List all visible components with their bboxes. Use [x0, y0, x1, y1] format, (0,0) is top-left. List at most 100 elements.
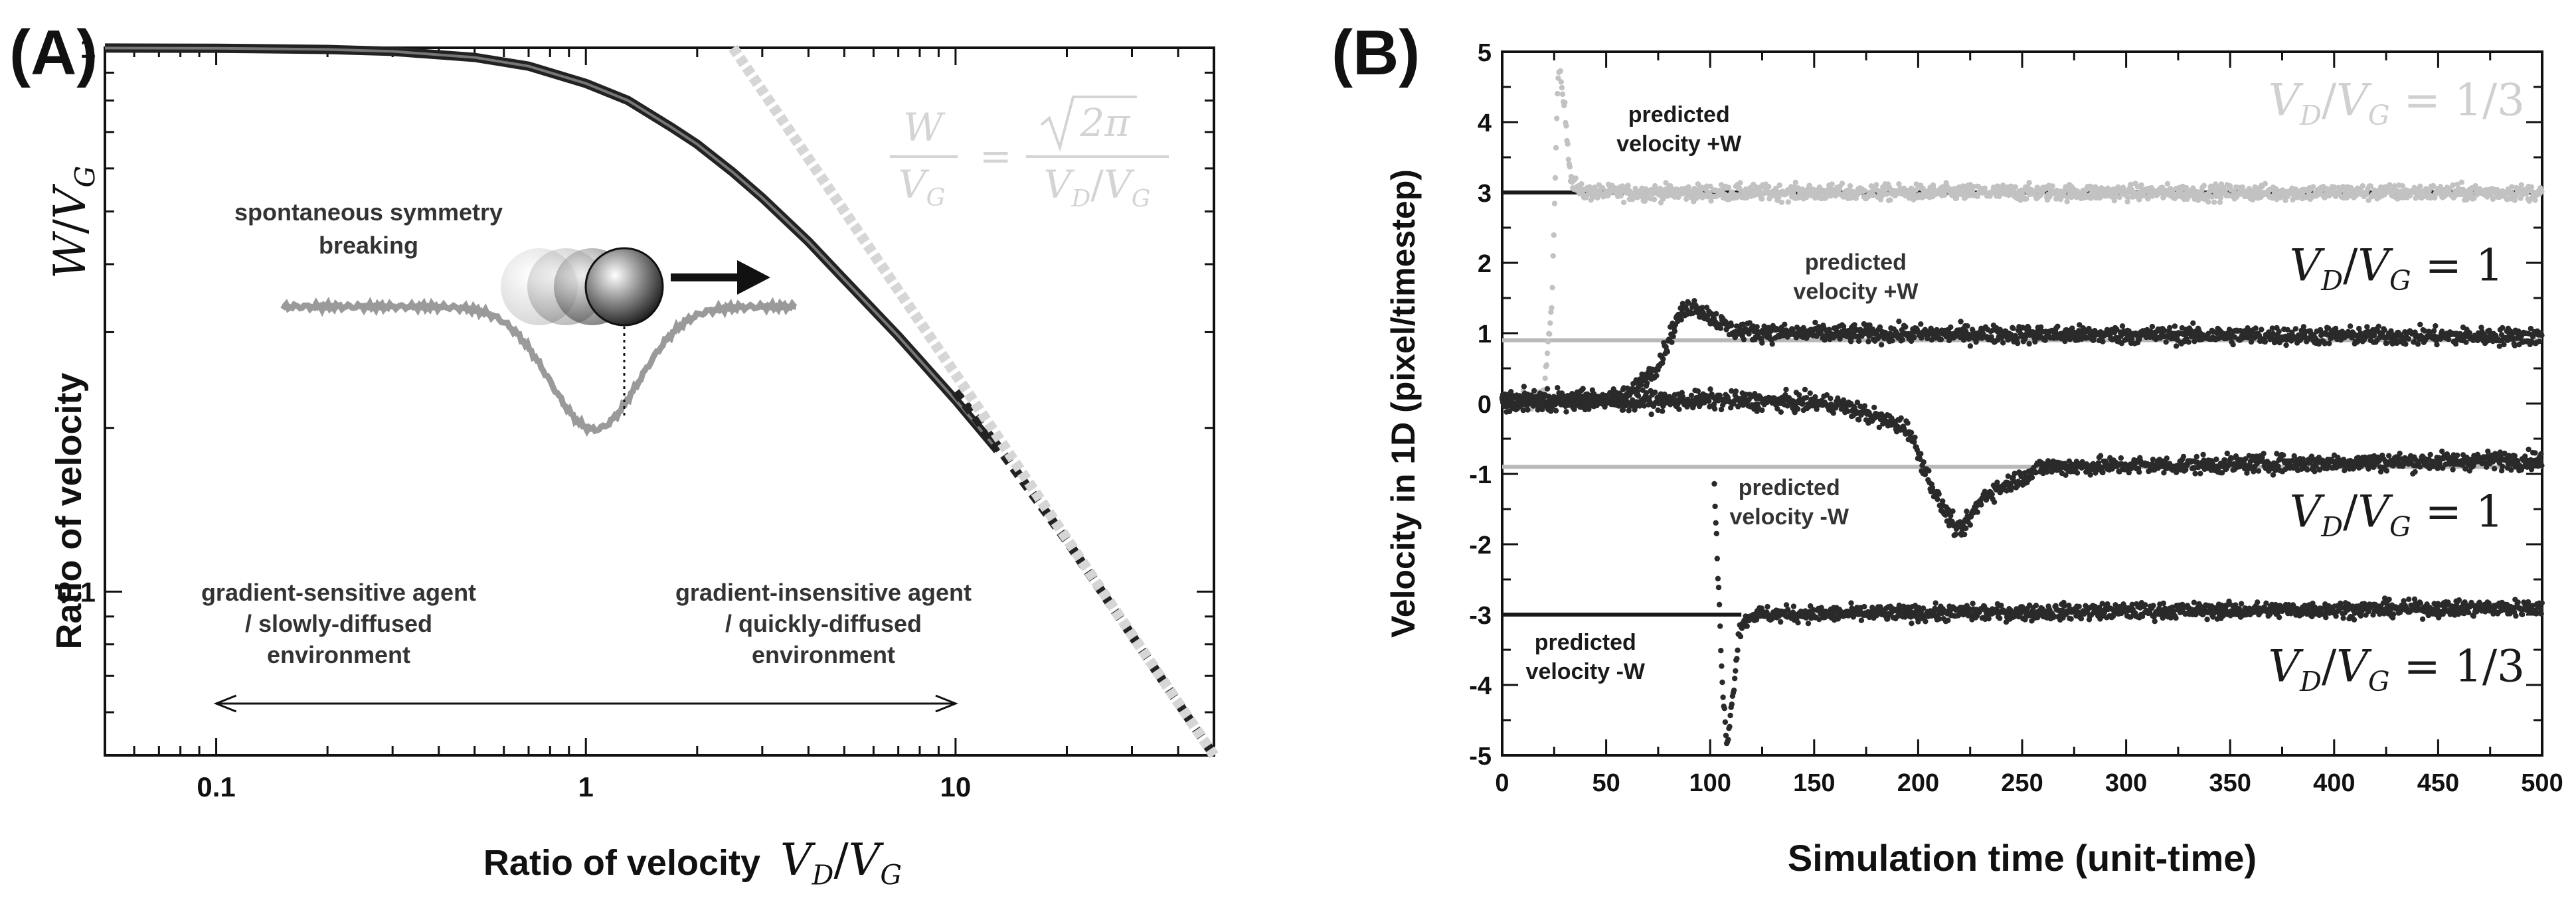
panel-b-x-tick-label: 350 — [2209, 769, 2251, 797]
data-point — [2074, 470, 2081, 476]
data-point — [1793, 335, 1800, 340]
annotation-right-text: environment — [752, 641, 895, 668]
annotation-right-text: gradient-insensitive agent — [675, 579, 972, 606]
data-point — [1932, 600, 1938, 606]
data-point — [1948, 324, 1954, 331]
data-point — [2222, 457, 2228, 463]
data-point — [2211, 199, 2217, 205]
data-point — [1723, 319, 1729, 325]
data-point — [1589, 188, 1594, 194]
data-point — [1735, 647, 1741, 653]
panel-a-x-tick-label: 10 — [940, 771, 972, 802]
data-point — [1905, 420, 1911, 426]
data-point — [1618, 192, 1624, 199]
data-point — [2454, 452, 2460, 459]
data-point — [1855, 338, 1862, 344]
data-point — [1720, 694, 1726, 700]
data-point — [1942, 192, 1948, 198]
data-point — [2162, 328, 2168, 334]
data-point — [1854, 400, 1861, 406]
data-point — [1542, 375, 1548, 382]
data-point — [2224, 450, 2230, 457]
data-point — [1828, 396, 1834, 402]
data-point — [1672, 328, 1677, 335]
data-point — [1964, 508, 1970, 514]
data-point — [1877, 324, 1883, 330]
data-point — [1913, 187, 1919, 193]
data-point — [2010, 325, 2016, 331]
data-point — [1707, 386, 1713, 392]
data-point — [1531, 388, 1537, 394]
data-point — [2145, 196, 2151, 202]
formula-lhs-denominator: VG — [899, 162, 946, 212]
data-point — [2032, 338, 2038, 345]
data-point — [1691, 298, 1697, 304]
data-point — [2457, 331, 2463, 337]
data-point — [1550, 253, 1556, 259]
data-point — [2454, 181, 2460, 188]
data-point — [1747, 320, 1753, 326]
data-point — [1711, 406, 1718, 412]
data-point — [2500, 463, 2506, 469]
data-point — [1991, 499, 1998, 505]
data-point — [1592, 394, 1598, 400]
data-point — [1548, 309, 1554, 315]
data-point — [1559, 84, 1565, 91]
panel-a-y-tick-label: 0.1 — [57, 576, 96, 607]
data-point — [1699, 305, 1705, 311]
data-point — [2316, 341, 2322, 347]
data-point — [1878, 342, 1885, 348]
data-point — [1887, 197, 1893, 203]
data-point — [1565, 157, 1571, 163]
data-point — [1558, 79, 1564, 85]
data-point — [1713, 520, 1719, 526]
panel-a-y-axis-title: Ratio of velocity — [49, 372, 89, 649]
data-point — [1804, 194, 1810, 200]
data-point — [2537, 457, 2543, 463]
data-point — [2069, 325, 2075, 331]
data-point — [2347, 323, 2354, 329]
data-point — [2011, 188, 2017, 194]
data-point — [2217, 199, 2223, 205]
data-point — [2387, 182, 2393, 188]
data-point — [2025, 325, 2031, 331]
data-point — [1952, 531, 1959, 538]
data-point — [2205, 198, 2211, 205]
data-point — [2322, 340, 2328, 346]
data-point — [2445, 337, 2452, 342]
data-point — [1986, 615, 1992, 622]
annotation-left-text: gradient-sensitive agent — [201, 579, 476, 606]
panel-b-y-tick-label: -5 — [1469, 743, 1492, 771]
data-point — [2138, 182, 2144, 188]
data-point — [2284, 327, 2290, 333]
data-point — [1725, 737, 1731, 743]
data-point — [2360, 183, 2365, 189]
data-point — [1766, 184, 1772, 190]
arrowhead-left-icon — [213, 694, 237, 713]
data-point — [2230, 342, 2236, 348]
data-point — [1567, 164, 1573, 170]
data-point — [1761, 323, 1767, 329]
data-point — [1967, 343, 1974, 349]
panel-b-x-tick-label: 150 — [1793, 769, 1835, 797]
data-point — [2253, 325, 2259, 331]
panel-a-y-axis-math: W/VG — [44, 166, 102, 279]
data-point — [2364, 324, 2370, 330]
inset-potential-curve — [280, 297, 797, 437]
data-point — [1774, 406, 1780, 412]
data-point — [1802, 386, 1808, 393]
data-point — [1613, 398, 1620, 404]
data-point — [1685, 300, 1691, 306]
data-point — [1713, 530, 1719, 537]
data-point — [1554, 115, 1560, 121]
data-point — [1785, 199, 1791, 205]
data-point — [1806, 183, 1812, 188]
panel-b-y-tick-label: 5 — [1478, 39, 1492, 67]
data-point — [1623, 397, 1629, 404]
data-point — [1865, 338, 1871, 344]
data-point — [2405, 336, 2411, 342]
